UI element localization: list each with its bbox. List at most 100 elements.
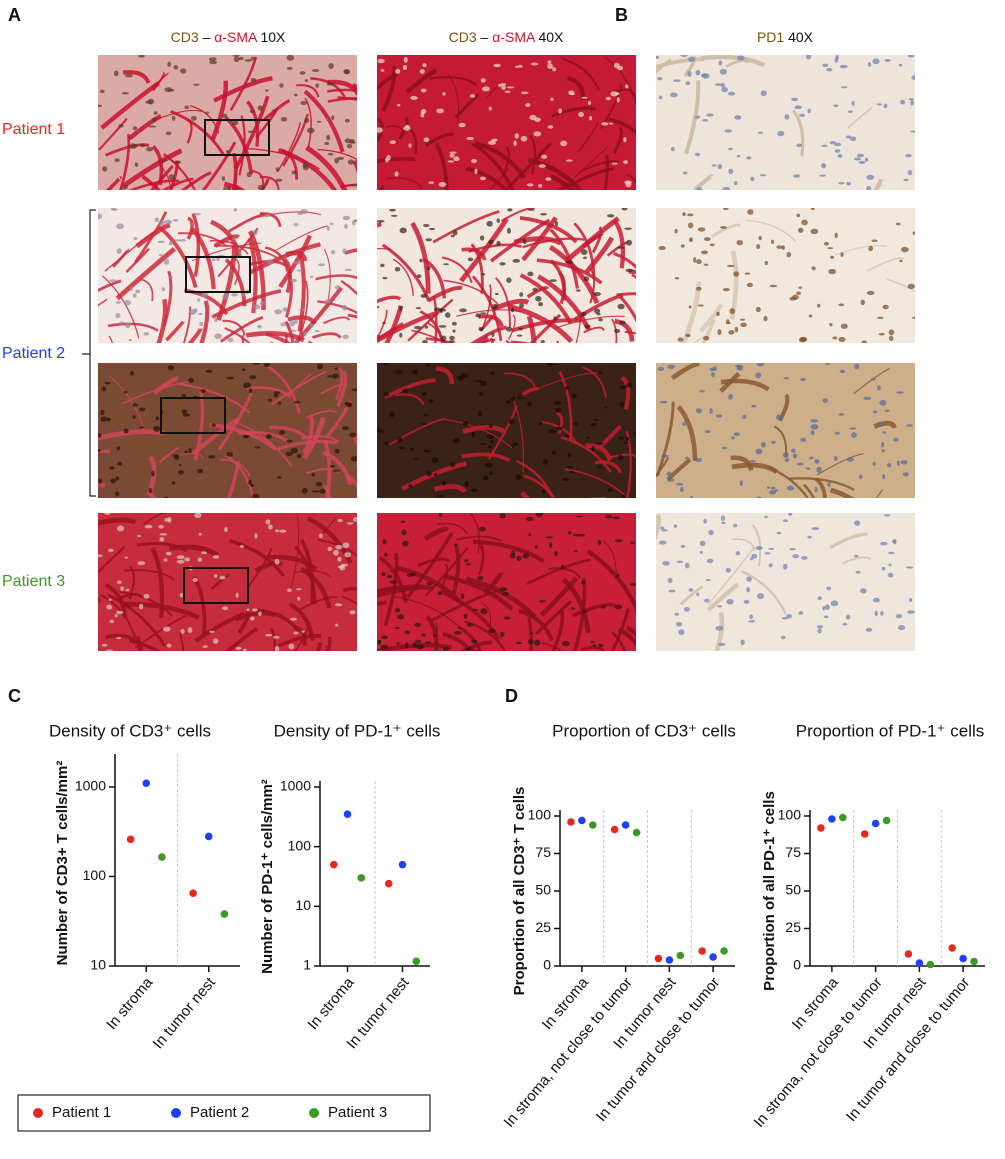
fiber (464, 620, 507, 651)
cell (108, 598, 112, 602)
cell (769, 490, 777, 495)
fiber (611, 631, 627, 651)
cell (289, 278, 297, 283)
cell (459, 308, 467, 313)
fiber (553, 315, 625, 329)
fiber (213, 76, 273, 103)
fiber (180, 171, 212, 190)
cell (246, 171, 252, 178)
cell (173, 239, 181, 242)
cell (547, 63, 553, 69)
fiber (580, 160, 620, 173)
fiber (425, 615, 439, 651)
tissue (656, 208, 915, 343)
cell (381, 572, 386, 577)
fiber (518, 608, 554, 642)
fiber (134, 635, 143, 651)
fiber (285, 271, 293, 318)
fiber (580, 645, 606, 651)
cell (510, 396, 516, 402)
fiber (519, 216, 578, 244)
cell (351, 388, 357, 392)
cell (184, 557, 191, 562)
cell (342, 304, 348, 311)
cell (590, 640, 595, 644)
cell (755, 448, 763, 455)
cell (98, 104, 102, 108)
cell (231, 120, 239, 126)
cell (384, 392, 390, 397)
cell (471, 431, 475, 438)
cell (708, 529, 714, 536)
fiber (730, 455, 754, 471)
fiber (519, 490, 530, 498)
fiber (732, 538, 756, 551)
cell (104, 381, 111, 385)
cell (798, 611, 804, 615)
cell (136, 535, 141, 538)
cell (478, 410, 482, 417)
cell (111, 208, 118, 211)
fiber (731, 462, 779, 474)
fiber (625, 625, 636, 638)
cell (827, 481, 831, 488)
cell (254, 533, 258, 539)
cell (670, 146, 675, 152)
cell (221, 176, 225, 182)
cell (810, 418, 819, 423)
cell (625, 436, 630, 441)
cell (697, 304, 704, 307)
cell (128, 339, 132, 342)
cell (504, 90, 511, 93)
cell (452, 438, 460, 444)
cell (221, 606, 229, 611)
cell (383, 552, 388, 557)
cell (168, 174, 175, 180)
cell (505, 400, 511, 404)
cell (123, 428, 129, 434)
fiber (335, 367, 344, 400)
data-point (189, 889, 197, 898)
cell (352, 517, 357, 522)
cell (565, 159, 573, 162)
cell (452, 230, 458, 236)
cell (688, 305, 692, 309)
fiber (611, 318, 618, 343)
cell (554, 220, 559, 227)
cell (197, 298, 201, 302)
fiber (226, 461, 240, 498)
cell (207, 455, 216, 459)
cell (823, 615, 829, 619)
cell (118, 124, 124, 128)
cell (747, 209, 754, 215)
cell (673, 79, 681, 83)
fiber (161, 177, 194, 190)
cell (608, 122, 614, 125)
cell (598, 317, 603, 322)
cell (617, 303, 625, 310)
cell (440, 335, 447, 342)
cell (703, 598, 710, 603)
cell (877, 421, 885, 426)
cell (443, 263, 450, 266)
fiber (666, 458, 692, 481)
cell (832, 336, 838, 340)
cell (279, 529, 287, 533)
cell (696, 259, 702, 265)
fiber (564, 216, 620, 263)
cell (200, 389, 206, 394)
fiber (147, 455, 157, 493)
cell (696, 592, 700, 597)
cell (717, 605, 723, 608)
fiber (526, 315, 537, 343)
cell (235, 592, 239, 598)
cell (838, 303, 845, 307)
cell (829, 323, 833, 327)
cell (702, 119, 709, 122)
fiber (394, 565, 461, 603)
cell (658, 95, 663, 100)
cell (238, 249, 242, 256)
cell (658, 245, 666, 251)
cell (479, 235, 485, 241)
cell (810, 208, 815, 211)
